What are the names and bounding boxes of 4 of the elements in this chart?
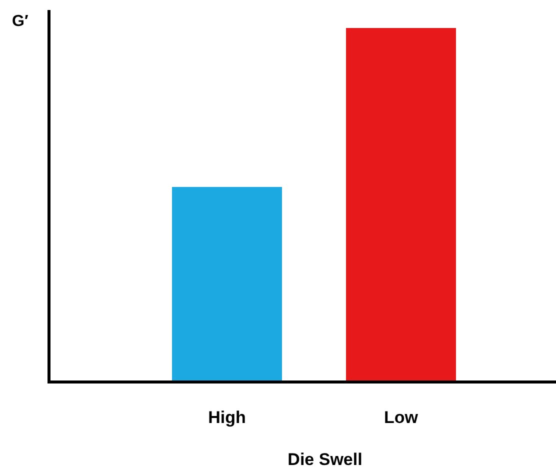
x-tick-label: High	[208, 408, 246, 427]
x-axis-title: Die Swell	[288, 450, 362, 467]
x-tick-label: Low	[384, 408, 419, 427]
y-axis-title: G′	[12, 13, 28, 30]
